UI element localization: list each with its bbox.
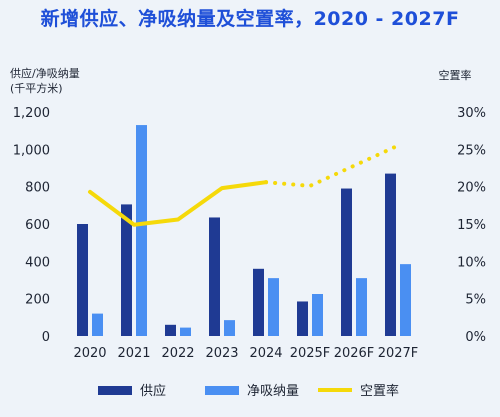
y-tick-left: 800 <box>25 181 50 196</box>
y-tick-right: 10% <box>457 255 486 270</box>
legend-label: 净吸纳量 <box>247 384 299 399</box>
y-tick-left: 1,000 <box>13 143 50 158</box>
y-axis-label-right: 空置率 <box>439 68 472 82</box>
bar-net-absorption <box>400 264 411 336</box>
vacancy-line-forecast <box>264 143 400 188</box>
bar-supply <box>121 204 132 336</box>
y-tick-right: 5% <box>465 293 486 308</box>
bar-supply <box>253 268 264 336</box>
y-axis-label-left-line2: (千平方米) <box>10 81 63 95</box>
x-tick-label: 2026F <box>334 346 375 361</box>
y-tick-left: 600 <box>25 218 50 233</box>
bar-net-absorption <box>92 313 103 336</box>
x-tick-label: 2024 <box>249 346 282 361</box>
bar-supply <box>77 224 88 336</box>
bar-net-absorption <box>224 320 235 336</box>
bar-net-absorption <box>136 125 147 336</box>
bar-supply <box>165 324 176 336</box>
y-tick-left: 0 <box>42 330 50 345</box>
bar-net-absorption <box>180 327 191 336</box>
bar-supply <box>209 217 220 336</box>
y-tick-right: 20% <box>457 181 486 196</box>
y-axis-label-left-line1: 供应/净吸纳量 <box>10 66 80 80</box>
legend-swatch <box>98 386 132 395</box>
y-tick-left: 400 <box>25 255 50 270</box>
legend-swatch <box>205 386 239 395</box>
y-tick-right: 30% <box>457 106 486 121</box>
chart-title: 新增供应、净吸纳量及空置率，2020 - 2027F <box>40 8 460 30</box>
x-tick-label: 2021 <box>117 346 150 361</box>
legend-label: 空置率 <box>360 383 399 399</box>
x-tick-label: 2023 <box>205 346 238 361</box>
bar-supply <box>341 188 352 336</box>
x-tick-label: 2027F <box>378 346 419 361</box>
bar-net-absorption <box>312 294 323 336</box>
y-tick-left: 1,200 <box>13 106 50 121</box>
bar-net-absorption <box>356 278 367 336</box>
y-tick-right: 25% <box>457 143 486 158</box>
x-tick-label: 2020 <box>73 346 106 361</box>
bar-supply <box>385 173 396 336</box>
x-tick-label: 2022 <box>161 346 194 361</box>
bar-net-absorption <box>268 278 279 336</box>
legend-label: 供应 <box>140 383 166 399</box>
x-tick-label: 2025F <box>290 346 331 361</box>
y-tick-right: 15% <box>457 218 486 233</box>
y-tick-right: 0% <box>465 330 486 345</box>
bar-supply <box>297 301 308 336</box>
y-tick-left: 200 <box>25 293 50 308</box>
vacancy-line-actual <box>88 180 268 227</box>
